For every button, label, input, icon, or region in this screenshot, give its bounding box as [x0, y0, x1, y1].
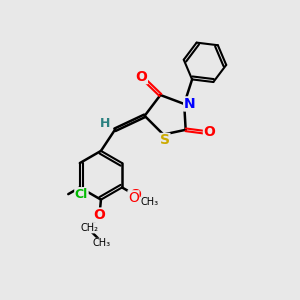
Text: O: O — [135, 70, 147, 84]
Text: CH₂: CH₂ — [80, 223, 98, 233]
Text: H: H — [100, 117, 111, 130]
Text: CH₃: CH₃ — [92, 238, 111, 248]
Text: O: O — [129, 188, 141, 202]
Text: O: O — [203, 125, 215, 139]
Text: O: O — [94, 208, 105, 222]
Text: O: O — [128, 191, 139, 205]
Text: N: N — [184, 97, 195, 111]
Text: Cl: Cl — [75, 188, 88, 201]
Text: S: S — [160, 134, 170, 148]
Text: CH₃: CH₃ — [140, 197, 158, 208]
